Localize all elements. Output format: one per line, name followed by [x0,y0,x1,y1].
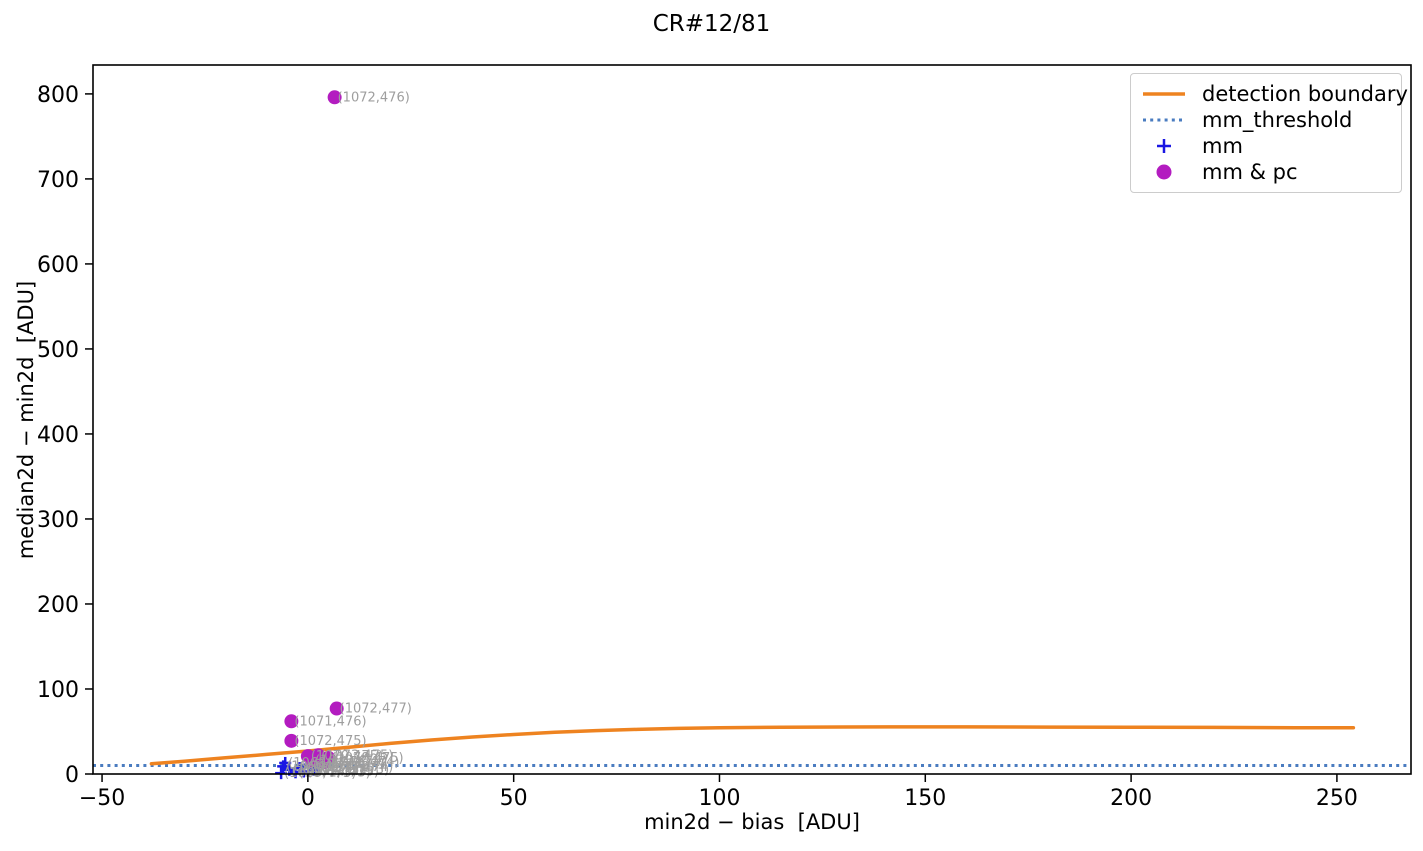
legend-item-mm: mm [1131,133,1401,159]
x-tick-label: 150 [904,786,946,811]
legend-plus-icon [1157,139,1171,153]
y-tick-label: 800 [37,83,79,108]
point-label: (1077,474) [321,760,393,775]
point-label: (1071,473) [299,765,371,780]
legend-item-label: mm_threshold [1202,107,1353,132]
y-tick-label: 100 [37,678,79,703]
legend-line-swatch [1143,92,1185,96]
x-tick-label: 0 [301,786,315,811]
y-tick-label: 700 [37,168,79,193]
x-tick-label: 50 [500,786,528,811]
mm-pc-point [304,753,319,768]
point-label: (1072,477) [340,702,412,717]
mm-pc-point [284,733,299,748]
point-label: (1075,474) [313,758,385,773]
y-tick-label: 300 [37,508,79,533]
point-label: (1073,475) [321,748,393,763]
legend-item-label: mm & pc [1202,159,1298,184]
chart-title: CR#12/81 [652,11,771,37]
mm-pc-point [317,755,332,770]
point-label: (1068,474) [288,756,360,771]
x-tick-label: 200 [1110,786,1152,811]
legend: detection boundary mm_threshold mm mm & … [1130,73,1408,193]
y-tick-label: 200 [37,593,79,618]
mm-pc-point [284,714,299,729]
y-tick-label: 500 [37,338,79,363]
legend-dotted-swatch [1143,118,1185,122]
legend-item-label: mm [1202,133,1243,158]
point-label: (1072,475) [294,734,366,749]
detection-boundary-line [149,725,1356,766]
legend-item-mm-pc: mm & pc [1131,159,1401,185]
y-tick-label: 600 [37,253,79,278]
legend-item-label: detection boundary [1202,81,1408,106]
point-label: (1072,474) [303,761,375,776]
x-tick-label: 250 [1316,786,1358,811]
y-axis-label: median2d − min2d [ADU] [14,280,38,560]
y-tick-label: 0 [65,763,79,788]
y-tick-label: 400 [37,423,79,448]
point-label: (1069,474) [286,759,358,774]
legend-circle [1156,164,1172,180]
point-label: (1070,475) [311,749,383,764]
point-label: (1071,476) [294,714,366,729]
point-label: (1072,476) [338,90,410,105]
point-label: (1073,474) [315,753,387,768]
legend-item-detection-boundary: detection boundary [1131,81,1408,107]
x-tick-label: 100 [698,786,740,811]
mm-pc-point [329,701,344,716]
mm-pc-point [327,90,342,105]
point-label: (1078,475) [331,751,403,766]
x-tick-label: −50 [79,786,125,811]
point-label: (1076,474) [327,755,399,770]
x-axis-label: min2d − bias [ADU] [644,810,860,834]
point-label: (1074,473) [307,764,379,779]
legend-item-mm-threshold: mm_threshold [1131,107,1401,133]
axes-spines [92,64,1412,775]
legend-circle-icon [1156,164,1172,180]
